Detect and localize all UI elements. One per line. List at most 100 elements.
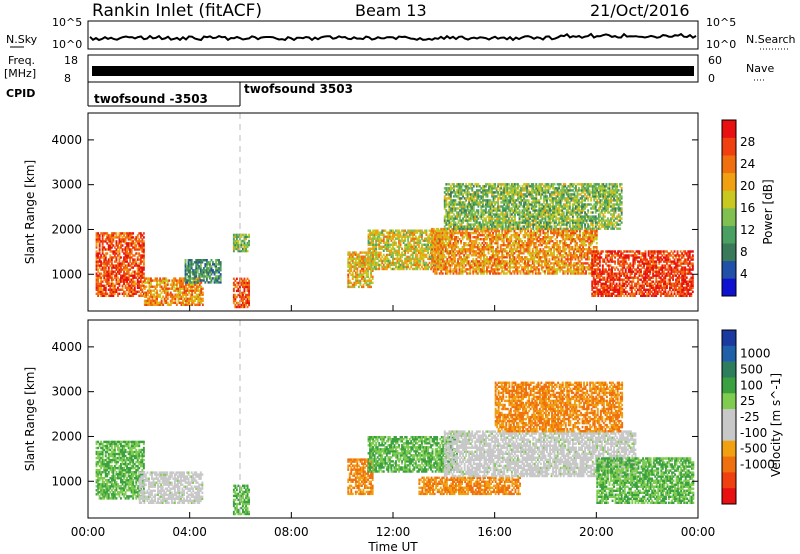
- data-cell: [132, 288, 135, 291]
- data-cell: [576, 250, 578, 253]
- data-cell: [569, 238, 572, 241]
- data-cell: [166, 279, 169, 282]
- data-cell: [544, 264, 546, 267]
- data-cell: [463, 242, 466, 245]
- data-cell: [157, 279, 160, 282]
- data-cell: [130, 290, 133, 293]
- data-cell: [219, 265, 222, 268]
- data-cell: [467, 250, 470, 253]
- data-cell: [187, 277, 190, 280]
- data-cell: [239, 295, 241, 299]
- data-cell: [130, 250, 133, 253]
- data-cell: [396, 255, 399, 259]
- data-cell: [396, 231, 399, 234]
- data-cell: [454, 246, 456, 249]
- data-cell: [101, 244, 104, 247]
- data-cell: [216, 267, 219, 270]
- data-cell: [194, 289, 197, 292]
- data-cell: [165, 283, 168, 286]
- data-cell: [199, 271, 202, 274]
- data-cell: [372, 235, 375, 238]
- data-cell: [183, 303, 186, 306]
- data-cell: [106, 276, 109, 279]
- data-cell: [184, 263, 187, 266]
- data-cell: [522, 262, 525, 265]
- data-cell: [440, 231, 443, 235]
- data-cell: [533, 244, 536, 247]
- data-cell: [479, 254, 482, 257]
- data-cell: [454, 242, 456, 245]
- data-cell: [159, 277, 162, 280]
- data-cell: [362, 277, 365, 280]
- data-cell: [563, 234, 566, 237]
- data-cell: [490, 256, 493, 259]
- data-cell: [387, 265, 390, 269]
- data-cell: [568, 264, 571, 267]
- data-cell: [414, 265, 417, 269]
- data-cell: [115, 276, 118, 279]
- data-cell: [110, 282, 113, 285]
- data-cell: [175, 303, 178, 306]
- data-cell: [132, 258, 135, 261]
- data-cell: [422, 249, 425, 252]
- data-cell: [473, 229, 476, 233]
- data-cell: [215, 277, 217, 280]
- data-cell: [460, 256, 462, 259]
- data-cell: [493, 270, 496, 273]
- data-cell: [505, 234, 508, 237]
- data-cell: [198, 279, 201, 282]
- data-cell: [507, 229, 510, 233]
- data-cell: [416, 247, 419, 250]
- data-cell: [121, 248, 124, 251]
- data-cell: [187, 279, 190, 282]
- data-cell: [192, 295, 195, 298]
- data-cell: [138, 246, 141, 249]
- data-cell: [156, 297, 158, 300]
- data-cell: [525, 242, 528, 245]
- data-cell: [585, 244, 587, 247]
- data-cell: [106, 236, 109, 239]
- data-cell: [502, 244, 505, 247]
- data-cell: [478, 254, 481, 257]
- data-cell: [427, 249, 429, 252]
- data-cell: [198, 303, 201, 306]
- data-cell: [486, 266, 488, 269]
- data-cell: [245, 279, 247, 282]
- data-cell: [382, 259, 385, 263]
- data-cell: [496, 256, 499, 259]
- data-cell: [104, 270, 107, 273]
- data-cell: [540, 238, 543, 241]
- data-cell: [437, 229, 440, 233]
- data-cell: [141, 276, 144, 279]
- data-cell: [407, 229, 410, 232]
- data-cell: [524, 229, 526, 233]
- data-cell: [398, 249, 400, 252]
- data-cell: [411, 257, 414, 261]
- data-cell: [367, 279, 369, 282]
- data-cell: [396, 259, 399, 263]
- data-cell: [439, 251, 442, 254]
- data-cell: [427, 245, 429, 248]
- data-cell: [373, 259, 376, 263]
- data-cell: [547, 229, 549, 233]
- data-cell: [522, 248, 525, 251]
- data-cell: [473, 244, 476, 247]
- data-cell: [95, 260, 98, 263]
- data-cell: [501, 240, 504, 243]
- data-cell: [469, 240, 472, 243]
- data-cell: [463, 258, 466, 261]
- data-cell: [516, 244, 519, 247]
- data-cell: [560, 256, 563, 259]
- data-cell: [126, 236, 128, 239]
- data-cell: [120, 256, 122, 259]
- data-cell: [434, 262, 437, 265]
- data-cell: [470, 246, 473, 249]
- data-cell: [353, 257, 356, 260]
- data-cell: [499, 236, 502, 239]
- data-cell: [359, 255, 362, 258]
- data-cell: [496, 229, 499, 233]
- data-cell: [473, 236, 476, 239]
- data-cell: [559, 252, 562, 255]
- data-cell: [353, 275, 356, 278]
- data-cell: [508, 256, 511, 259]
